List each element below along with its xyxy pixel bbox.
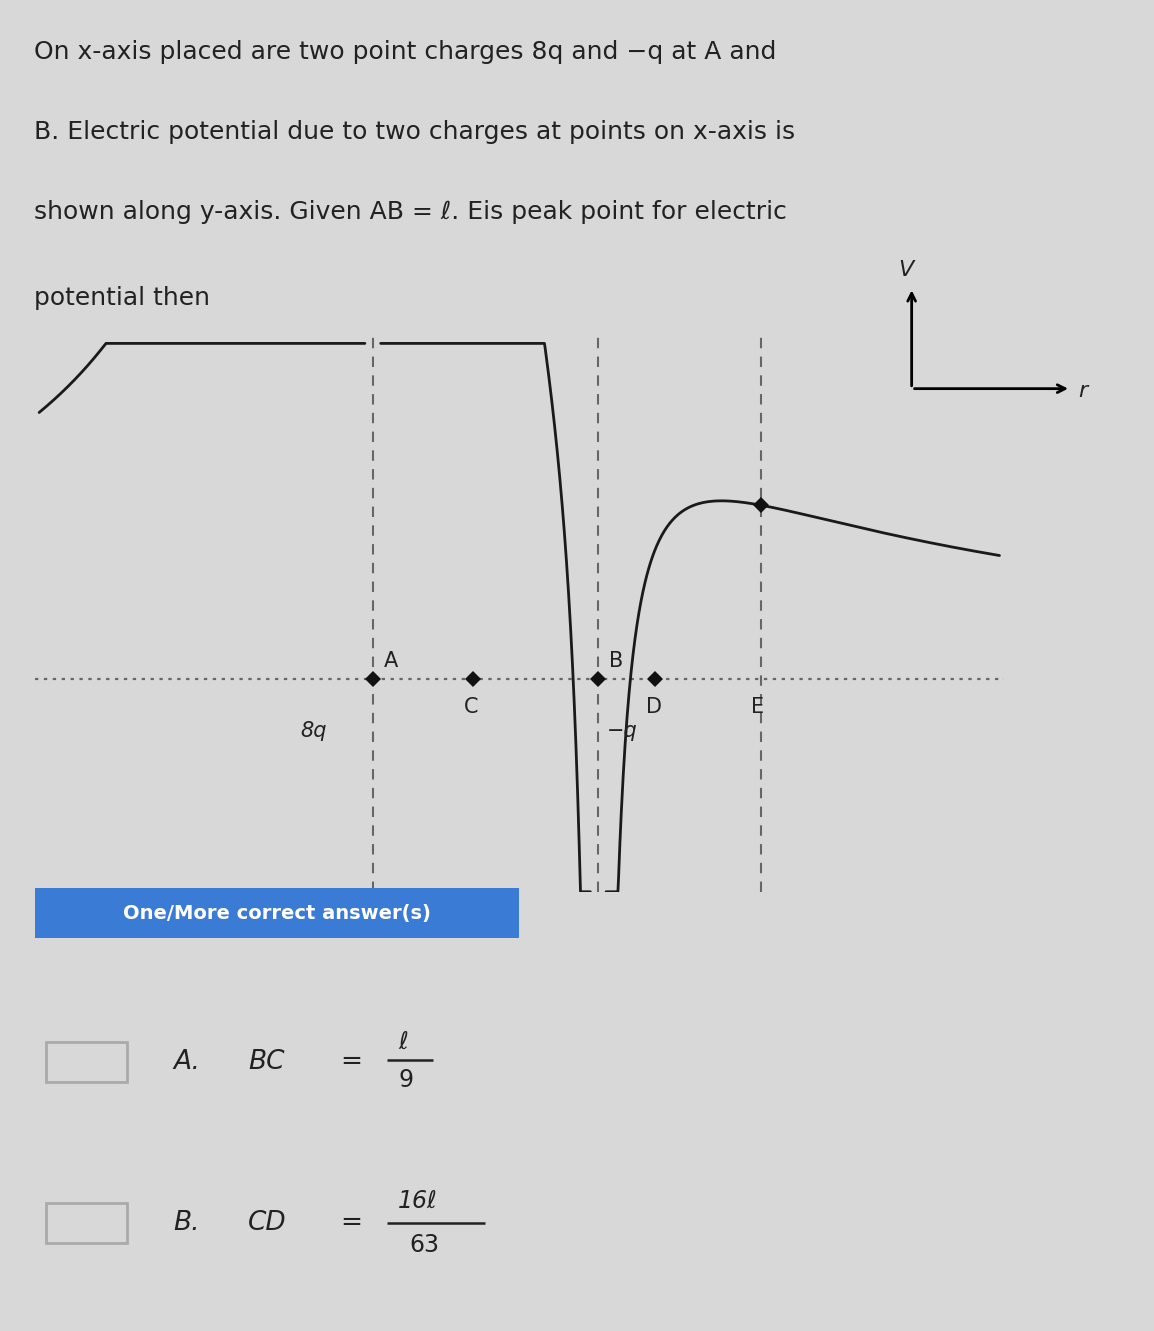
Text: −q: −q <box>607 721 638 741</box>
Text: A.: A. <box>173 1049 200 1075</box>
Text: =: = <box>340 1049 362 1075</box>
Text: D: D <box>645 697 661 717</box>
Text: 16ℓ: 16ℓ <box>398 1189 437 1213</box>
Text: shown along ​y-axis. Given ​AB​ = ℓ. ​E​is peak point for electric: shown along ​y-axis. Given ​AB​ = ℓ. ​E​… <box>35 200 787 224</box>
Text: ℓ: ℓ <box>398 1030 407 1054</box>
Text: 9: 9 <box>398 1069 413 1093</box>
Text: E: E <box>751 697 765 717</box>
Text: r: r <box>1078 381 1087 402</box>
Text: =: = <box>340 1210 362 1236</box>
Text: V: V <box>899 260 914 280</box>
Text: A: A <box>384 651 398 671</box>
Text: 8q: 8q <box>301 721 327 741</box>
Text: B.: B. <box>173 1210 200 1236</box>
Text: CD: CD <box>248 1210 286 1236</box>
Text: On ​x-axis placed are two point charges 8​q and −​q at ​A and: On ​x-axis placed are two point charges … <box>35 40 777 64</box>
Text: 63: 63 <box>410 1233 440 1256</box>
Text: B. Electric potential due to two charges at points on ​x-axis is: B. Electric potential due to two charges… <box>35 120 795 144</box>
Text: C: C <box>464 697 479 717</box>
Text: One/More correct answer(s): One/More correct answer(s) <box>123 904 430 922</box>
Text: B: B <box>609 651 623 671</box>
Text: potential then: potential then <box>35 286 210 310</box>
Text: BC: BC <box>248 1049 285 1075</box>
